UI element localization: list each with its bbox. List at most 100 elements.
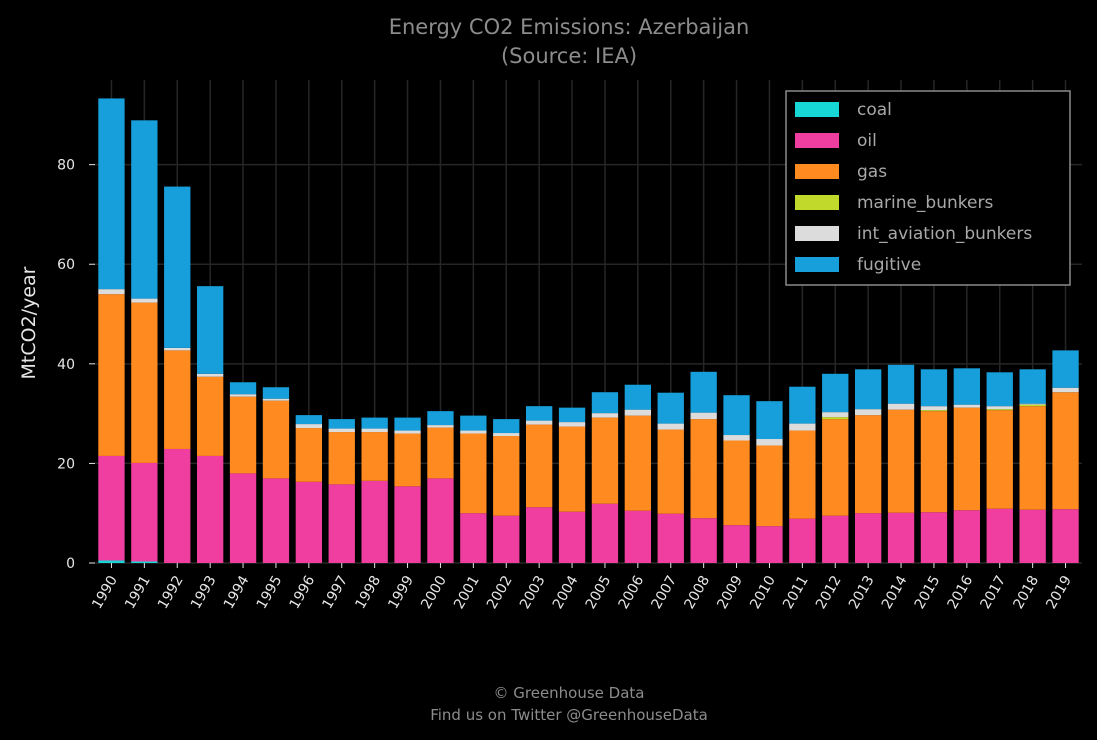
bar-oil-2011	[789, 518, 816, 563]
bar-gas-2006	[624, 415, 652, 511]
bar-oil-2005	[591, 503, 619, 563]
bar-gas-1992	[164, 350, 191, 449]
bar-gas-2009	[723, 440, 750, 526]
bar-marine_bunkers-2017	[986, 409, 1013, 411]
bar-gas-1995	[262, 400, 290, 479]
bar-int_aviation_bunkers-2009	[723, 435, 750, 441]
bar-int_aviation_bunkers-2019	[1052, 387, 1079, 393]
footer-copyright: © Greenhouse Data	[493, 684, 644, 702]
bar-int_aviation_bunkers-1997	[328, 428, 355, 433]
bar-int_aviation_bunkers-2014	[887, 403, 915, 410]
bar-int_aviation_bunkers-2007	[657, 423, 684, 430]
bar-int_aviation_bunkers-1996	[295, 424, 323, 429]
bar-oil-2016	[953, 510, 981, 563]
bar-int_aviation_bunkers-2015	[920, 406, 948, 411]
bar-gas-1999	[394, 433, 421, 487]
bar-fugitive-2017	[986, 372, 1013, 407]
bar-int_aviation_bunkers-2004	[558, 422, 586, 427]
bar-oil-2015	[920, 512, 948, 563]
legend-label-fugitive: fugitive	[857, 255, 921, 275]
bar-fugitive-2011	[789, 386, 816, 424]
legend-label-oil: oil	[857, 131, 877, 151]
bar-int_aviation_bunkers-1995	[262, 398, 290, 401]
legend-swatch-marine_bunkers	[795, 195, 839, 210]
legend-swatch-oil	[795, 133, 839, 148]
legend-swatch-coal	[795, 102, 839, 117]
bar-marine_bunkers-2012	[822, 417, 849, 420]
bar-int_aviation_bunkers-2000	[427, 425, 454, 428]
bar-int_aviation_bunkers-2010	[756, 439, 783, 446]
bar-int_aviation_bunkers-1993	[196, 373, 224, 377]
bar-oil-1998	[361, 480, 388, 563]
bar-gas-1996	[295, 428, 323, 482]
bar-fugitive-2016	[953, 368, 981, 405]
y-tick-label: 40	[57, 357, 75, 373]
bar-gas-1994	[229, 396, 257, 474]
legend-label-coal: coal	[857, 100, 892, 120]
bar-gas-2016	[953, 407, 981, 511]
bar-oil-1993	[196, 455, 224, 563]
legend-label-int_aviation_bunkers: int_aviation_bunkers	[857, 224, 1032, 244]
chart-title: Energy CO2 Emissions: Azerbaijan	[389, 15, 750, 39]
bar-fugitive-2006	[624, 384, 652, 410]
bar-fugitive-2018	[1019, 369, 1046, 404]
bar-fugitive-1991	[131, 120, 158, 299]
bar-gas-2017	[986, 410, 1013, 509]
bar-int_aviation_bunkers-2012	[822, 412, 849, 418]
y-tick-label: 60	[57, 257, 75, 273]
footer-twitter: Find us on Twitter @GreenhouseData	[430, 706, 708, 724]
bar-oil-2000	[427, 478, 454, 563]
bar-oil-2013	[854, 513, 882, 563]
bar-oil-1999	[394, 486, 421, 563]
bar-marine_bunkers-2018	[1019, 404, 1046, 407]
bar-gas-2015	[920, 411, 948, 513]
bar-fugitive-1993	[196, 286, 224, 374]
bar-gas-1991	[131, 302, 158, 463]
bar-oil-1995	[262, 478, 290, 563]
bar-fugitive-2008	[690, 371, 717, 413]
bar-fugitive-2010	[756, 401, 783, 440]
bar-int_aviation_bunkers-1990	[98, 289, 125, 295]
bar-fugitive-2012	[822, 373, 849, 413]
legend-label-gas: gas	[857, 162, 887, 182]
bar-oil-2012	[822, 515, 849, 563]
bar-fugitive-2005	[591, 392, 619, 414]
y-axis-label: MtCO2/year	[18, 266, 40, 379]
bar-fugitive-2000	[427, 411, 454, 426]
bar-fugitive-2003	[525, 406, 553, 421]
bar-int_aviation_bunkers-2002	[493, 433, 520, 437]
bar-fugitive-1990	[98, 98, 125, 290]
bar-oil-2009	[723, 525, 750, 563]
bar-gas-2008	[690, 419, 717, 519]
bar-gas-2011	[789, 430, 816, 519]
bar-oil-1994	[229, 473, 257, 563]
bar-oil-2007	[657, 513, 684, 563]
bar-int_aviation_bunkers-2001	[460, 430, 487, 434]
bar-int_aviation_bunkers-2016	[953, 404, 981, 408]
bar-int_aviation_bunkers-2011	[789, 423, 816, 431]
bar-fugitive-1996	[295, 415, 323, 425]
legend-label-marine_bunkers: marine_bunkers	[857, 193, 993, 213]
bar-int_aviation_bunkers-1999	[394, 430, 421, 434]
bar-fugitive-2013	[854, 369, 882, 410]
bar-gas-2000	[427, 427, 454, 479]
bar-coal-1991	[131, 561, 158, 563]
legend-swatch-int_aviation_bunkers	[795, 226, 839, 241]
bar-gas-2014	[887, 409, 915, 513]
bar-int_aviation_bunkers-1992	[164, 347, 191, 351]
bar-gas-2018	[1019, 406, 1046, 510]
bar-gas-2010	[756, 445, 783, 527]
bar-int_aviation_bunkers-2003	[525, 420, 553, 425]
bar-oil-2010	[756, 526, 783, 563]
y-tick-label: 0	[66, 556, 75, 572]
bar-oil-2018	[1019, 509, 1046, 563]
legend-frame	[785, 90, 1071, 286]
bar-fugitive-1995	[262, 387, 290, 399]
bar-fugitive-2002	[493, 419, 520, 434]
bar-oil-2001	[460, 513, 487, 563]
legend: coal oil gas marine_bunkers int_aviation_bun…	[785, 90, 1071, 286]
bar-fugitive-1999	[394, 417, 421, 431]
bar-int_aviation_bunkers-2008	[690, 412, 717, 420]
bar-gas-2003	[525, 424, 553, 508]
